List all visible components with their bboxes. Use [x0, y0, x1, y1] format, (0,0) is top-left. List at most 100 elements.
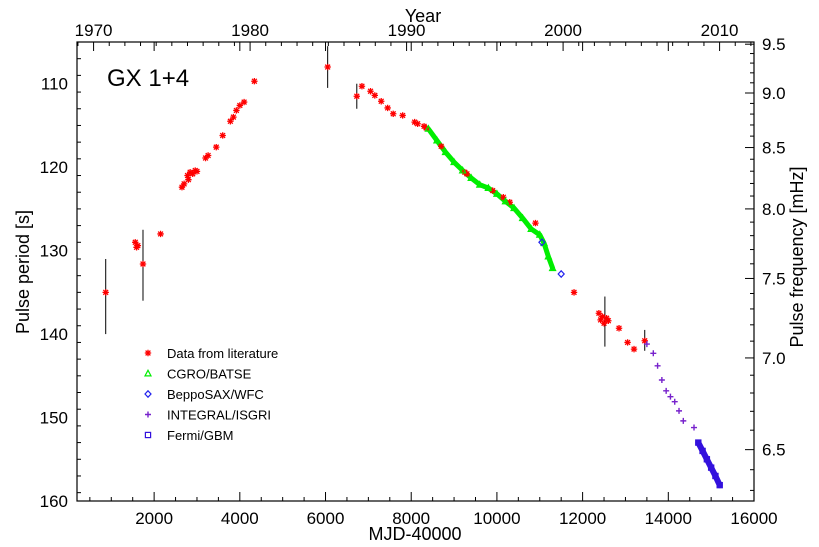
data-from-literature-point [500, 194, 507, 201]
data-from-literature-point [204, 152, 212, 159]
cgro-batse-point [527, 224, 536, 232]
data-from-literature-point [506, 199, 513, 206]
data-from-literature-point [227, 118, 234, 125]
data-from-literature-point [624, 339, 631, 346]
cgro-batse-point [535, 230, 544, 238]
legend-label-cgro-batse: CGRO/BATSE [167, 367, 252, 382]
tick-labels: 2000 4000 6000 8000 10000 12000 14000 16000 1970… [40, 21, 786, 528]
data-from-literature-point [630, 345, 638, 353]
top-axis-title: Year [405, 6, 441, 26]
legend-marker-data-from-literature [144, 349, 152, 357]
data-from-literature-point [438, 143, 445, 150]
data-from-literature-point [202, 154, 209, 162]
fermi-gbm-point [703, 456, 711, 463]
data-from-literature-point [384, 104, 391, 112]
cgro-batse-point [510, 203, 519, 212]
data-from-literature-point [251, 78, 258, 85]
cgro-batse-point [441, 147, 450, 156]
data-from-literature-point [178, 184, 186, 191]
plot-frame [76, 41, 755, 502]
year-tick-label: 1980 [231, 21, 269, 40]
bepposax-wfc-point [538, 238, 546, 247]
legend-marker-integral-isgri [145, 411, 151, 418]
legend-marker-cgro-batse [143, 369, 153, 377]
data-from-literature-point [240, 98, 248, 106]
data-from-literature-point [184, 172, 191, 179]
data-from-literature-point [189, 170, 196, 178]
year-tick-label: 1990 [388, 21, 426, 40]
integral-isgri-point [671, 398, 678, 405]
data-from-literature-point [367, 88, 374, 95]
data-from-literature-point [139, 260, 147, 268]
data-from-literature-point [132, 239, 139, 246]
year-tick-label: 2000 [544, 21, 582, 40]
y-tick-label: 120 [40, 158, 68, 177]
data-points [102, 63, 723, 489]
freq-tick-label: 9.5 [762, 35, 786, 54]
x-tick-label: 6000 [307, 509, 345, 528]
y-axis-title: Pulse period [s] [13, 210, 33, 334]
data-from-literature-point [641, 337, 648, 344]
data-from-literature-point [236, 102, 244, 109]
legend-label-fermi-gbm: Fermi/GBM [167, 428, 233, 443]
cgro-batse-point [544, 252, 553, 260]
data-from-literature-point [353, 93, 360, 100]
legend-label-data-from-literature: Data from literature [167, 346, 278, 361]
cgro-batse-point [492, 189, 501, 197]
freq-tick-label: 8.5 [762, 139, 786, 158]
fermi-gbm-point [699, 447, 706, 455]
data-from-literature-point [219, 132, 226, 139]
y-tick-label: 160 [40, 492, 68, 511]
cgro-batse-point [548, 263, 557, 272]
cgro-batse-point [518, 213, 527, 222]
data-from-literature-point [411, 118, 418, 126]
year-tick-label: 1970 [75, 21, 113, 40]
cgro-batse-point [467, 173, 476, 182]
y-tick-label: 140 [40, 325, 68, 344]
data-from-literature-point [597, 316, 604, 324]
data-from-literature-point [324, 63, 331, 71]
chart-title: GX 1+4 [107, 65, 189, 92]
data-from-literature-point [599, 313, 606, 320]
axis-ticks [77, 41, 755, 501]
freq-tick-label: 6.5 [762, 441, 786, 460]
cgro-batse-point [458, 166, 467, 174]
cgro-batse-point [540, 238, 549, 247]
cgro-batse-point [450, 157, 459, 166]
data-from-literature-point [390, 110, 397, 117]
fermi-gbm-point [716, 481, 723, 489]
cgro-batse-point [501, 196, 510, 205]
y-tick-label: 130 [40, 242, 68, 261]
x-tick-label: 10000 [473, 509, 520, 528]
x-tick-label: 2000 [135, 509, 173, 528]
data-from-literature-point [605, 317, 612, 324]
data-from-literature-point [134, 242, 142, 249]
data-from-literature-point [157, 230, 164, 238]
fermi-gbm-point [707, 464, 715, 471]
data-from-literature-point [102, 289, 109, 296]
data-from-literature-point [193, 168, 201, 175]
data-from-literature-point [378, 98, 385, 105]
right-axis-title: Pulse frequency [mHz] [787, 166, 807, 347]
x-tick-label: 8000 [392, 509, 430, 528]
data-from-literature-point [358, 83, 366, 90]
legend-marker-fermi-gbm [144, 431, 152, 439]
fermi-gbm-trace [695, 439, 723, 489]
year-tick-label: 2010 [701, 21, 739, 40]
data-from-literature-point [180, 180, 188, 188]
y-tick-label: 150 [40, 409, 68, 428]
data-from-literature-point [600, 320, 608, 327]
integral-isgri-point [663, 387, 670, 394]
data-from-literature-point [230, 113, 237, 121]
data-from-literature-point [532, 219, 539, 227]
x-tick-label: 16000 [730, 509, 777, 528]
integral-isgri-point [643, 341, 650, 348]
data-from-literature-point [595, 310, 603, 317]
integral-isgri-point [691, 424, 698, 431]
freq-tick-label: 8.0 [762, 200, 786, 219]
integral-isgri-point [650, 350, 657, 357]
data-from-literature-point [463, 170, 471, 178]
data-from-literature-point [570, 289, 578, 296]
data-from-literature-point [414, 120, 421, 127]
